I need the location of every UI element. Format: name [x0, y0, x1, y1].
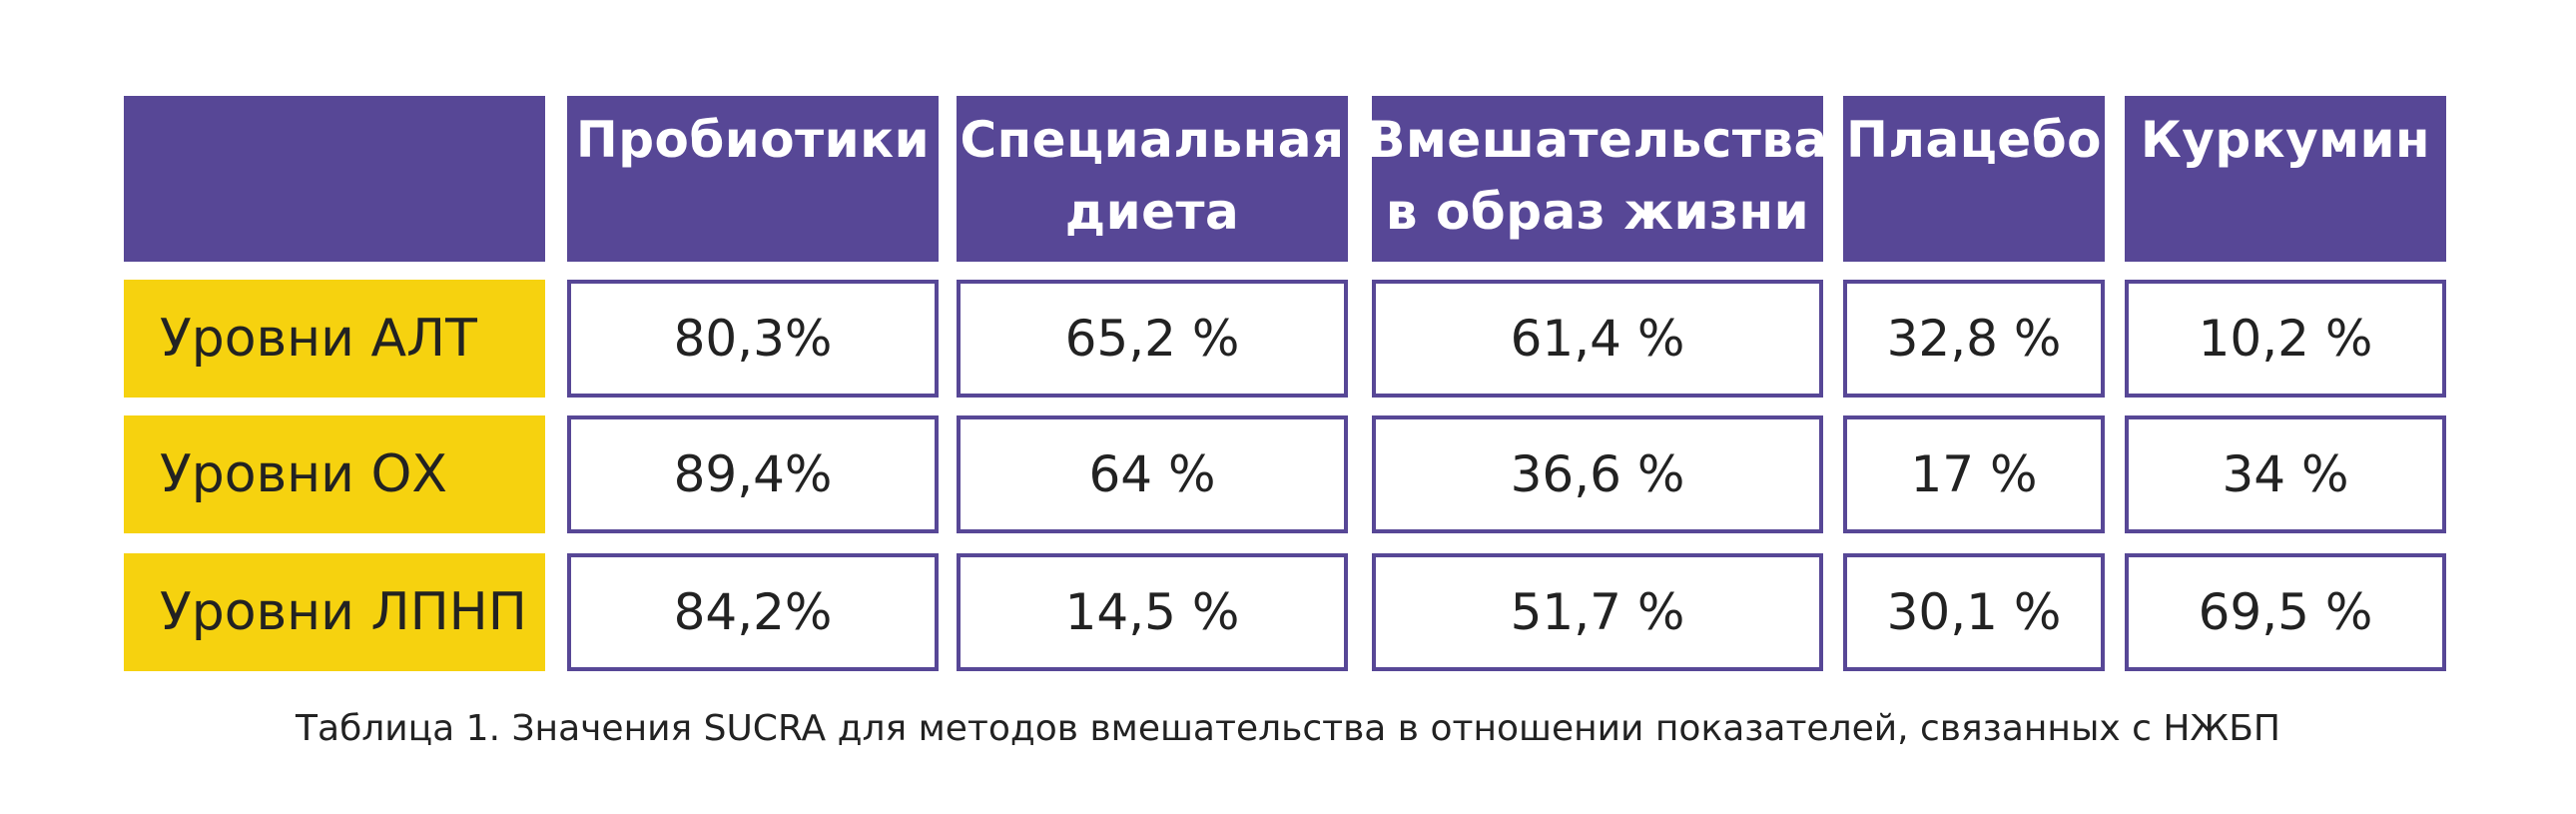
- table-cell: 89,4%: [567, 415, 939, 533]
- column-header-line: Куркумин: [2140, 111, 2431, 169]
- table-caption: Таблица 1. Значения SUCRA для методов вм…: [296, 708, 2280, 749]
- table-cell: 84,2%: [567, 553, 939, 671]
- column-header-probiotics: Пробиотики: [567, 96, 939, 262]
- column-header-line: Плацебо: [1846, 111, 2102, 169]
- table-cell: 61,4 %: [1372, 280, 1823, 398]
- column-header-line: в образ жизни: [1385, 183, 1810, 241]
- table-cell: 69,5 %: [2125, 553, 2446, 671]
- table-cell: 36,6 %: [1372, 415, 1823, 533]
- column-header-line: диета: [1064, 183, 1240, 241]
- column-header-special-diet: Специальная диета: [957, 96, 1348, 262]
- table-cell: 80,3%: [567, 280, 939, 398]
- table-cell: 51,7 %: [1372, 553, 1823, 671]
- table-cell: 65,2 %: [957, 280, 1348, 398]
- column-header-line: Вмешательства: [1367, 111, 1828, 169]
- table-cell: 30,1 %: [1843, 553, 2105, 671]
- table-cell: 64 %: [957, 415, 1348, 533]
- column-header-lifestyle: Вмешательства в образ жизни: [1367, 96, 1827, 262]
- table-cell: 17 %: [1843, 415, 2105, 533]
- header-corner-cell: [124, 96, 545, 262]
- row-label-ldl: Уровни ЛПНП: [124, 553, 545, 671]
- column-header-curcumin: Куркумин: [2125, 96, 2446, 262]
- row-label-alt: Уровни АЛТ: [124, 280, 545, 398]
- table-cell: 34 %: [2125, 415, 2446, 533]
- table-cell: 32,8 %: [1843, 280, 2105, 398]
- row-label-ox: Уровни ОХ: [124, 415, 545, 533]
- table-cell: 10,2 %: [2125, 280, 2446, 398]
- table-cell: 14,5 %: [957, 553, 1348, 671]
- column-header-placebo: Плацебо: [1843, 96, 2105, 262]
- column-header-line: Специальная: [960, 111, 1345, 169]
- column-header-line: Пробиотики: [575, 111, 931, 169]
